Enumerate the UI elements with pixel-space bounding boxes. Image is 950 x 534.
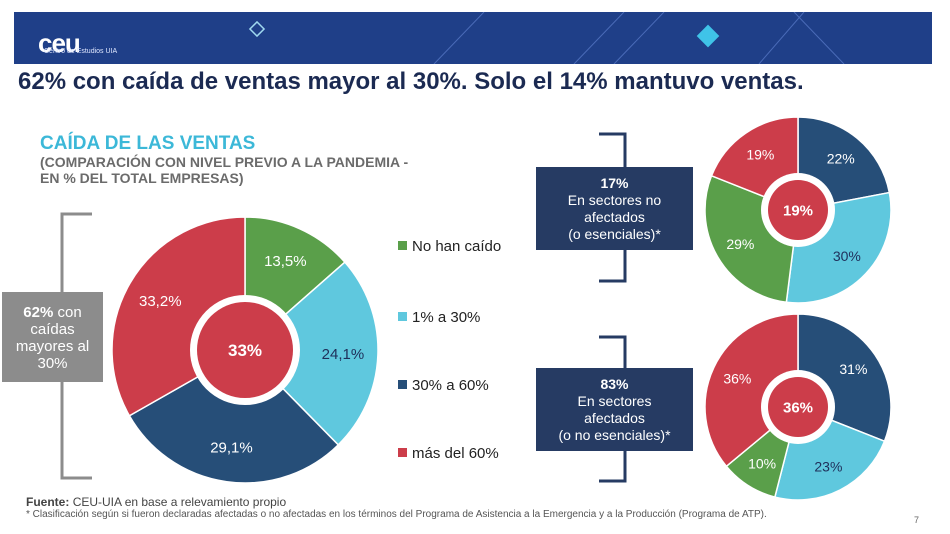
donut-center <box>768 377 828 437</box>
legend-label: No han caído <box>412 238 502 255</box>
box-afectados-pct: 83% <box>600 376 629 392</box>
legend-item-no-han-caido: No han caído <box>398 238 501 255</box>
legend-swatch-navy <box>398 380 407 389</box>
box-line: En sectores no <box>567 192 662 208</box>
source-label: Fuente: <box>26 495 70 509</box>
legend-label: 1% a 30% <box>412 309 481 326</box>
box-no-afectados: 17% En sectores no afectados (o esencial… <box>536 167 693 250</box>
slice-label: 24,1% <box>322 346 365 363</box>
page-number: 7 <box>914 515 920 525</box>
slice-label: 30% <box>833 248 861 264</box>
box-line: afectados <box>584 209 645 225</box>
slice-30-60 <box>128 349 340 484</box>
slice-label: 29,1% <box>210 439 253 456</box>
donut-center <box>768 180 828 240</box>
banner-decoration <box>248 12 845 64</box>
box-line: En sectores <box>577 393 652 409</box>
donut-center-label: 36% <box>783 399 813 416</box>
legend-swatch-lightblue <box>398 312 407 321</box>
slice-label: 19% <box>746 146 774 162</box>
box-afectados: 83% En sectores afectados (o no esencial… <box>536 368 693 451</box>
page-title: 62% con caída de ventas mayor al 30%. So… <box>18 68 804 95</box>
legend-swatch-red <box>398 448 407 457</box>
legend-swatch-green <box>398 241 407 250</box>
slice-mas-60 <box>704 313 799 468</box>
legend-item-1-30: 1% a 30% <box>398 309 480 326</box>
header-banner: ceu Centro de Estudios UIA <box>14 12 932 64</box>
source-text: CEU-UIA en base a relevamiento propio <box>72 495 287 509</box>
donut-afectados: 31% 23% 10% 36% 36% <box>704 313 892 501</box>
slice-label: 33,2% <box>139 293 182 310</box>
donut-center-label: 19% <box>783 202 813 219</box>
slice-label: 13,5% <box>264 253 307 270</box>
main-donut-chart: 13,5% 24,1% 29,1% 33,2% 33% <box>111 216 379 484</box>
legend-item-30-60: 30% a 60% <box>398 377 489 394</box>
ceu-logo-subtitle: Centro de Estudios UIA <box>44 48 118 55</box>
slice-1-30 <box>243 261 379 446</box>
classification-note: * Clasificación según si fueron declarad… <box>26 509 767 520</box>
slice-label: 31% <box>839 361 867 377</box>
slice-label: 36% <box>723 370 751 386</box>
slice-label: 23% <box>814 459 842 475</box>
box-no-afectados-pct: 17% <box>600 175 629 191</box>
box-line: afectados <box>584 410 645 426</box>
section-subtitle: (COMPARACIÓN CON NIVEL PREVIO A LA PANDE… <box>40 154 409 186</box>
source-note: Fuente: CEU-UIA en base a relevamiento p… <box>26 495 286 509</box>
section-title: CAÍDA DE LAS VENTAS <box>40 133 256 154</box>
slice-label: 29% <box>726 236 754 252</box>
summary-text: con caídas mayores al 30% <box>15 304 90 372</box>
legend-label: 30% a 60% <box>412 377 489 394</box>
legend-label: más del 60% <box>412 445 499 462</box>
slice-label: 22% <box>827 150 855 166</box>
ceu-logo: ceu <box>38 28 81 58</box>
summary-pct: 62% <box>23 304 54 321</box>
donut-center <box>197 302 293 398</box>
summary-box-62: 62% con caídas mayores al 30% <box>2 292 103 382</box>
legend-item-mas-60: más del 60% <box>398 445 499 462</box>
box-line: (o no esenciales)* <box>558 427 671 443</box>
donut-center-label: 33% <box>228 341 262 360</box>
donut-no-afectados: 22% 30% 29% 19% 19% <box>704 116 892 304</box>
slice-label: 10% <box>748 455 776 471</box>
box-line: (o esenciales)* <box>568 226 661 242</box>
